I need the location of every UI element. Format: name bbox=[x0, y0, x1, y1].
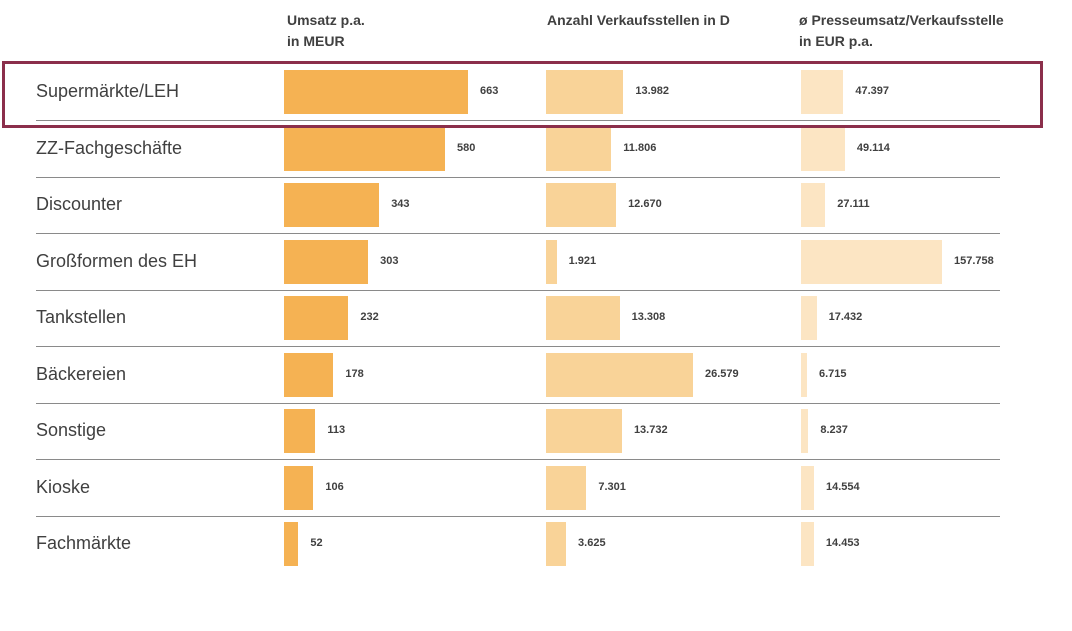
data-label-1: 663 bbox=[480, 85, 499, 97]
data-label-1: 232 bbox=[360, 311, 379, 323]
row-separator bbox=[36, 289, 1000, 291]
row-separator bbox=[36, 176, 1000, 178]
row-separator bbox=[36, 515, 1000, 517]
bar-1 bbox=[284, 465, 314, 510]
bar-1 bbox=[284, 183, 380, 227]
data-label-3: 8.237 bbox=[820, 424, 848, 436]
category-label: Großformen des EH bbox=[36, 250, 198, 271]
bar-1 bbox=[284, 296, 349, 340]
bar-3 bbox=[801, 522, 814, 566]
row-separator bbox=[36, 459, 1000, 460]
data-label-2: 1.921 bbox=[568, 254, 597, 267]
category-label: Kioske bbox=[36, 476, 91, 497]
data-label-1: 343 bbox=[391, 198, 410, 210]
column-header-2: Anzahl Verkaufsstellen in D bbox=[547, 10, 730, 31]
data-label-1: 106 bbox=[325, 480, 344, 493]
data-label-2: 13.308 bbox=[631, 311, 666, 323]
data-label-1: 52 bbox=[310, 537, 323, 549]
category-label: Discounter bbox=[36, 194, 123, 214]
data-label-2: 12.670 bbox=[628, 198, 662, 210]
data-label-3: 49.114 bbox=[856, 141, 890, 154]
data-label-1: 178 bbox=[345, 367, 364, 380]
bar-2 bbox=[546, 409, 622, 453]
row-separator bbox=[36, 402, 1000, 404]
bar-2 bbox=[546, 522, 566, 566]
bar-1 bbox=[284, 522, 299, 566]
data-label-1: 303 bbox=[380, 254, 399, 267]
data-label-3: 47.397 bbox=[855, 85, 890, 97]
bar-1 bbox=[284, 352, 334, 397]
column-header-3: ø Presseumsatz/Verkaufsstelle in EUR p.a. bbox=[799, 10, 1004, 52]
data-label-2: 13.732 bbox=[633, 424, 668, 436]
category-label: Fachmärkte bbox=[36, 533, 132, 553]
column-header-1: Umsatz p.a. in MEUR bbox=[287, 10, 365, 52]
bar-3 bbox=[801, 70, 844, 114]
data-label-2: 11.806 bbox=[623, 141, 657, 154]
column-header-line-1: Anzahl Verkaufsstellen in D bbox=[547, 12, 730, 28]
data-label-3: 157.758 bbox=[954, 254, 994, 267]
bar-2 bbox=[546, 239, 557, 284]
category-label: Tankstellen bbox=[36, 307, 127, 327]
bar-2 bbox=[546, 352, 693, 397]
bar-3 bbox=[801, 296, 817, 340]
data-label-3: 14.554 bbox=[826, 480, 860, 493]
column-header-line-1: ø Presseumsatz/Verkaufsstelle bbox=[799, 12, 1004, 28]
bar-2 bbox=[546, 126, 612, 171]
bar-3 bbox=[801, 465, 814, 510]
bar-3 bbox=[801, 352, 807, 397]
column-header-line-1: Umsatz p.a. bbox=[287, 12, 365, 28]
data-label-2: 13.982 bbox=[635, 85, 669, 97]
bar-2 bbox=[546, 70, 624, 114]
data-label-3: 14.453 bbox=[825, 537, 860, 549]
row-separator bbox=[36, 233, 1000, 234]
bar-3 bbox=[801, 409, 809, 453]
category-label: ZZ-Fachgeschäfte bbox=[36, 137, 183, 158]
category-label: Supermärkte/LEH bbox=[36, 81, 180, 101]
bar-2 bbox=[546, 465, 587, 510]
data-label-3: 17.432 bbox=[828, 311, 863, 323]
row-separator bbox=[36, 120, 1000, 121]
bar-1 bbox=[284, 126, 445, 171]
row-separator bbox=[36, 346, 1000, 347]
highlight-frame bbox=[2, 61, 1043, 128]
category-label: Bäckereien bbox=[36, 363, 127, 384]
category-label: Sonstige bbox=[36, 420, 107, 440]
bar-3 bbox=[801, 126, 845, 171]
column-header-line-2: in EUR p.a. bbox=[799, 33, 873, 49]
data-label-3: 6.715 bbox=[819, 367, 847, 380]
bar-2 bbox=[546, 183, 617, 227]
bar-1 bbox=[284, 70, 468, 114]
bar-3 bbox=[801, 183, 826, 227]
bar-1 bbox=[284, 239, 369, 284]
data-label-3: 27.111 bbox=[837, 198, 870, 210]
data-label-2: 3.625 bbox=[578, 537, 606, 549]
data-label-2: 7.301 bbox=[598, 480, 626, 493]
data-label-1: 113 bbox=[327, 424, 346, 436]
bar-2 bbox=[546, 296, 620, 340]
data-label-2: 26.579 bbox=[705, 367, 739, 380]
column-header-line-2: in MEUR bbox=[287, 33, 345, 49]
data-label-1: 580 bbox=[456, 141, 476, 154]
bar-3 bbox=[801, 239, 942, 284]
bar-1 bbox=[284, 409, 316, 453]
